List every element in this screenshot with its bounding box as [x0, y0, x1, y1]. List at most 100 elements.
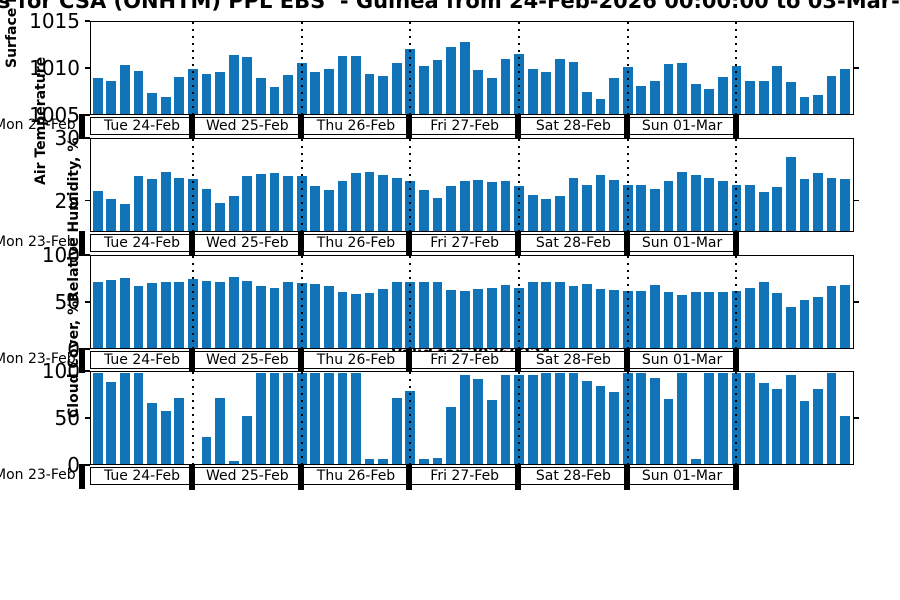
data-bar: [242, 176, 253, 231]
y-tick-label: 50: [54, 406, 80, 430]
data-bar: [690, 458, 701, 464]
data-bar: [745, 184, 755, 231]
day-separator-mark: [297, 464, 304, 490]
data-bar: [255, 77, 266, 114]
data-bar: [133, 176, 144, 231]
x-axis-day-band: Tue 24-Feb Wed 25-Feb Thu 26-Feb Fri 27-Feb…: [90, 231, 739, 257]
data-bar: [826, 75, 837, 114]
y-tick-mark: [85, 464, 90, 466]
data-bar: [310, 373, 321, 464]
data-bar: [609, 77, 620, 114]
day-separator-mark: [623, 464, 630, 490]
data-bar: [228, 277, 239, 348]
data-bar: [378, 175, 389, 231]
data-bar: [568, 177, 579, 231]
day-label: Sat 28-Feb: [535, 118, 611, 134]
day-label: Thu 26-Feb: [316, 468, 396, 484]
day-boundary-dotted-line: [191, 22, 194, 114]
day-boundary-dotted-line: [626, 139, 629, 231]
day-separator-mark: [406, 114, 413, 140]
data-bar: [255, 173, 266, 231]
data-bar: [174, 281, 185, 348]
data-bar: [690, 83, 701, 114]
data-bar: [799, 178, 810, 231]
day-boundary-dotted-line: [191, 139, 194, 231]
day-separator-mark: [406, 231, 413, 257]
day-label: Fri 27-Feb: [430, 468, 500, 484]
data-bar: [785, 82, 796, 114]
data-bar: [582, 284, 592, 348]
data-bar: [758, 192, 769, 231]
day-separator-mark: [623, 114, 630, 140]
chart-panel-1: [90, 21, 854, 115]
day-separator-mark: [188, 464, 195, 490]
data-bar: [677, 295, 687, 348]
data-bar: [310, 186, 321, 231]
data-bar: [255, 373, 266, 464]
y-tick-label: 100: [41, 359, 80, 383]
data-bar: [554, 373, 565, 464]
y-tick-mark-right: [854, 417, 859, 419]
data-bar: [133, 286, 144, 348]
data-bar: [554, 195, 565, 231]
day-separator-mark: [732, 348, 739, 374]
data-bar: [147, 178, 158, 231]
day-label: Wed 25-Feb: [205, 118, 289, 134]
data-bar: [337, 373, 348, 464]
data-bar: [826, 286, 837, 348]
data-bar: [500, 181, 511, 231]
day-label: Thu 26-Feb: [316, 235, 396, 251]
day-boundary-dotted-line: [518, 372, 521, 464]
day-label: Tue 24-Feb: [103, 352, 181, 368]
data-bar: [813, 94, 823, 114]
day-boundary-dotted-line: [191, 372, 194, 464]
day-label: Wed 25-Feb: [205, 468, 289, 484]
data-bar: [636, 373, 647, 464]
y-tick-label: 0: [67, 337, 80, 361]
data-bar: [826, 373, 837, 464]
data-bar: [337, 55, 348, 114]
data-bar: [663, 291, 674, 348]
data-bar: [120, 64, 130, 114]
data-bar: [242, 415, 253, 464]
data-bar: [745, 373, 755, 464]
data-bar: [840, 178, 851, 231]
day-separator-mark: [297, 114, 304, 140]
data-bar: [636, 184, 647, 231]
y-tick-label: 1005: [29, 103, 80, 127]
data-bar: [799, 96, 810, 114]
chart-title: s for CSA (ONHTM) PPL EBS - Guinea from …: [0, 0, 900, 13]
data-bar: [174, 397, 185, 464]
left-day-label: Mon 23-Feb: [0, 117, 76, 133]
data-bar: [378, 75, 389, 114]
data-bar: [147, 93, 158, 114]
data-bar: [772, 389, 783, 464]
data-bar: [826, 177, 837, 231]
data-bar: [310, 284, 321, 348]
y-tick-mark-right: [854, 199, 859, 202]
data-bar: [772, 65, 783, 114]
data-bar: [609, 180, 620, 231]
x-axis-day-band: Tue 24-Feb Wed 25-Feb Thu 26-Feb Fri 27-Feb…: [90, 464, 739, 490]
data-bar: [758, 81, 769, 114]
data-bar: [704, 291, 715, 348]
data-bar: [323, 286, 334, 348]
data-bar: [269, 172, 280, 231]
y-tick-label: 1010: [29, 56, 80, 80]
day-boundary-dotted-line: [300, 22, 303, 114]
day-label: Sun 01-Mar: [641, 118, 723, 134]
day-separator-mark: [515, 348, 522, 374]
y-tick-label: 100: [41, 243, 80, 267]
y-tick-mark: [85, 137, 90, 139]
data-bar: [609, 392, 620, 464]
data-bar: [813, 172, 823, 231]
day-boundary-dotted-line: [518, 22, 521, 114]
y-tick-mark: [85, 254, 90, 256]
data-bar: [120, 373, 130, 464]
data-bar: [419, 459, 429, 464]
data-bar: [650, 81, 660, 114]
data-bar: [758, 383, 769, 464]
data-bar: [419, 189, 429, 231]
data-bar: [310, 72, 321, 114]
data-bar: [446, 186, 456, 231]
